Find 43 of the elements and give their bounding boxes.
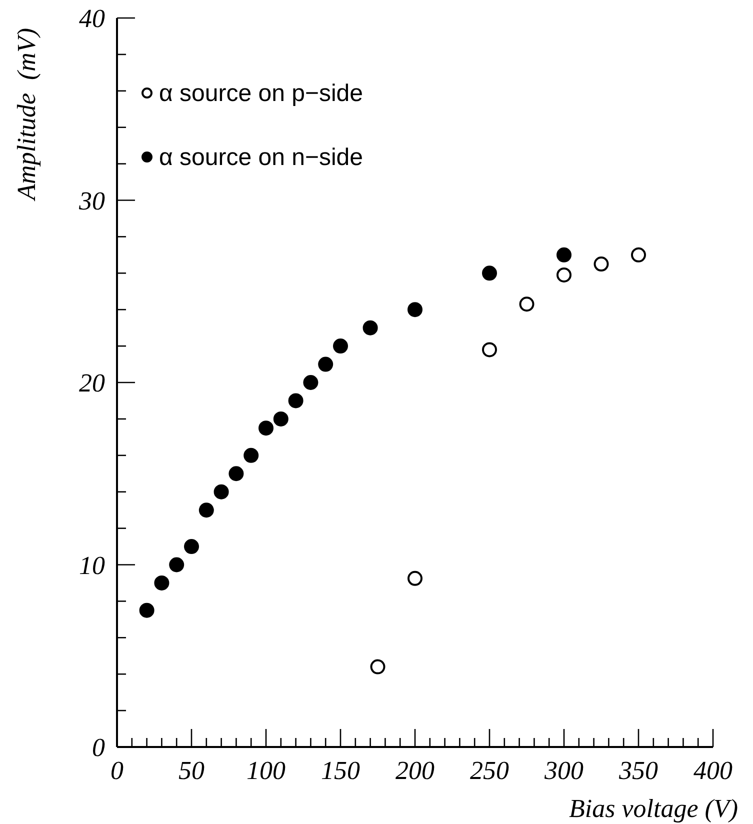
point [303,375,318,390]
y-tick-label: 0 [92,733,105,762]
point [228,466,244,482]
point [362,320,378,336]
legend-label: α source on p−side [159,80,363,107]
x-tick-label: 400 [694,756,732,785]
point [258,420,274,436]
point [482,342,497,358]
point [184,539,199,554]
point [198,502,214,518]
point [154,575,170,590]
point [408,302,422,318]
point [482,266,497,281]
point [169,557,184,572]
x-tick-label: 150 [321,756,360,785]
point [594,256,609,272]
point [214,484,229,500]
point [288,393,304,408]
x-tick-label: 200 [396,756,434,785]
point [244,448,259,463]
point [370,659,386,674]
point [318,356,334,372]
point [273,411,288,426]
point [631,247,646,262]
point [519,296,534,312]
point [333,338,348,354]
point [408,570,422,586]
x-tick-label: 350 [618,756,658,785]
y-axis-title: Amplitude (mV) [12,28,41,202]
legend-label: α source on n−side [159,144,363,171]
y-tick-label: 10 [79,550,105,580]
point [556,247,572,262]
point [556,267,572,282]
y-tick-label: 20 [79,368,105,398]
x-axis-title: Bias voltage (V) [569,794,738,823]
point [139,602,154,618]
y-tick-label: 30 [78,186,105,216]
x-tick-label: 250 [470,756,509,785]
x-tick-label: 100 [246,756,286,785]
y-tick-label: 40 [79,4,105,33]
x-tick-label: 300 [544,756,584,785]
x-tick-label: 50 [178,756,204,785]
x-tick-label: 0 [110,756,124,785]
